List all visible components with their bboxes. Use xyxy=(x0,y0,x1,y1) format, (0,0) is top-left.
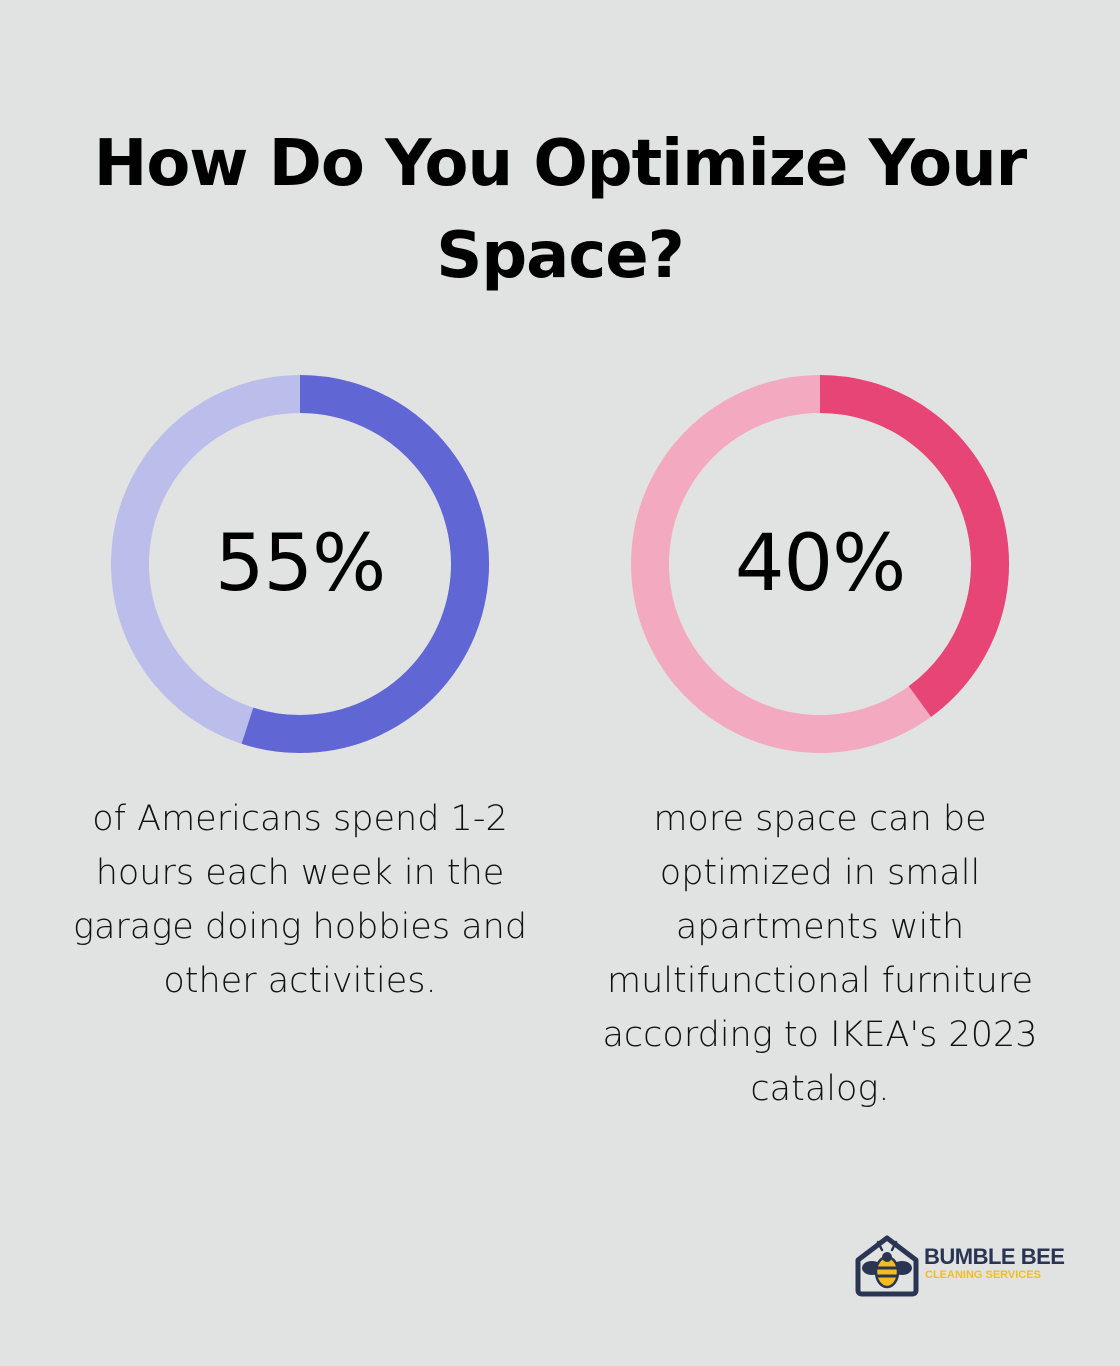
page-title: How Do You Optimize Your Space? xyxy=(93,127,1027,293)
donut-percentage-apartments: 40% xyxy=(734,519,906,609)
company-logo: BUMBLE BEE CLEANING SERVICES xyxy=(852,1232,1072,1298)
bee-house-icon xyxy=(855,1235,919,1297)
donut-chart-garage: 55% xyxy=(110,374,490,754)
stat-description-apartments: more space can be optimized in small apa… xyxy=(602,799,1038,1109)
donut-chart-garage-svg xyxy=(111,375,489,753)
donut-value-arc-apartments xyxy=(819,375,1009,717)
donut-value-arc-garage xyxy=(241,375,489,753)
donut-percentage-garage: 55% xyxy=(214,519,386,609)
logo-brand-name: BUMBLE BEE xyxy=(924,1244,1065,1269)
donut-chart-apartments-svg xyxy=(631,375,1009,753)
donut-chart-apartments: 40% xyxy=(630,374,1010,754)
logo-tagline: CLEANING SERVICES xyxy=(925,1269,1041,1281)
stat-description-garage: of Americans spend 1-2 hours each week i… xyxy=(72,799,528,1001)
